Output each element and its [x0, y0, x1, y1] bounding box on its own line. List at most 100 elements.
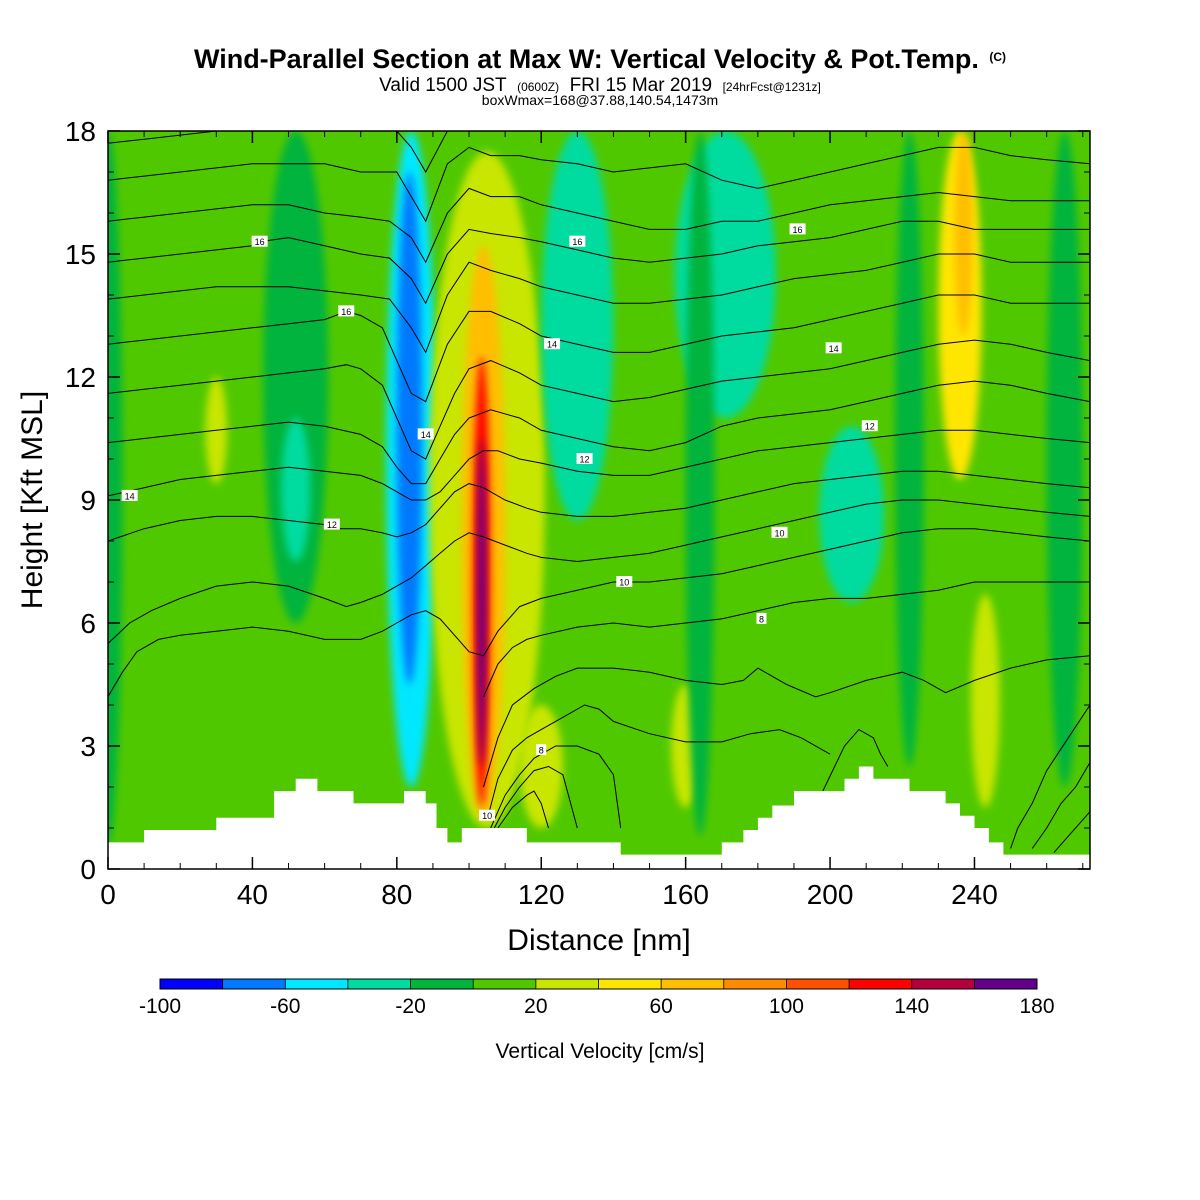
y-tick-label: 18 — [65, 116, 96, 147]
colorbar-swatch — [160, 979, 224, 989]
theta-contour-17 — [497, 790, 549, 829]
contour-label-text: 12 — [580, 455, 590, 465]
x-tick-label: 160 — [662, 879, 709, 910]
theta-contour-14 — [486, 704, 831, 820]
colorbar-label: Vertical Velocity [cm/s] — [496, 1040, 705, 1063]
contour-label-bg — [789, 223, 806, 235]
contour-label-text: 8 — [539, 746, 544, 756]
w-feature-12 — [970, 594, 1000, 808]
colorbar-tick-label: 140 — [894, 995, 929, 1018]
x-axis: 0 40 80 120 160 200 240 — [100, 131, 1084, 910]
colorbar-tick-label: 180 — [1019, 995, 1054, 1018]
contour-label-bg — [323, 518, 340, 530]
contour-label-6: 14 — [417, 428, 434, 440]
contour-label-13: 8 — [756, 612, 767, 624]
y-tick-label: 0 — [80, 854, 96, 885]
w-feature-15 — [108, 131, 123, 845]
w-feature-11 — [954, 131, 973, 336]
contour-label-text: 14 — [421, 430, 431, 440]
colorbar-swatch — [723, 979, 787, 989]
contour-label-bg — [771, 526, 788, 538]
y-axis-label: Height [Kft MSL] — [16, 391, 49, 609]
contour-label-5: 14 — [825, 342, 842, 354]
theta-contour-4 — [108, 253, 1090, 354]
theta-contour-21 — [1053, 811, 1090, 853]
theta-contour-6 — [108, 339, 1090, 460]
contour-label-bg — [544, 338, 561, 350]
colorbar-tick-label: 20 — [524, 995, 547, 1018]
subtitle-date: FRI 15 Mar 2019 — [570, 75, 713, 96]
theta-contour-18 — [822, 728, 889, 792]
contour-label-14: 8 — [536, 744, 547, 756]
theta-contour-11 — [108, 528, 1090, 698]
colorbar-tick-label: -60 — [270, 995, 300, 1018]
contour-label-text: 16 — [572, 237, 582, 247]
contour-label-7: 12 — [576, 453, 593, 465]
contour-label-10: 12 — [323, 518, 340, 530]
y-tick-label: 3 — [80, 731, 96, 762]
y-tick-label: 15 — [65, 239, 96, 270]
subtitle-valid-time: Valid 1500 JST — [379, 75, 507, 96]
x-tick-label: 40 — [237, 879, 268, 910]
plot-area: 16 16 16 16 14 14 14 12 12 14 12 10 10 8 8 10 — [108, 131, 1090, 869]
theta-contour-12 — [483, 581, 1090, 698]
colorbar-swatch — [473, 979, 537, 989]
contour-label-bg — [825, 342, 842, 354]
theta-contour-7 — [108, 380, 1090, 485]
contour-label-1: 16 — [569, 235, 586, 247]
contour-label-text: 10 — [775, 528, 785, 538]
subtitle-line: Valid 1500 JST (0600Z) FRI 15 Mar 2019 [… — [379, 75, 821, 96]
colorbar-swatch — [285, 979, 349, 989]
w-feature-5 — [477, 438, 486, 767]
copyright-mark: (C) — [989, 50, 1006, 64]
theta-contour-2 — [108, 187, 1090, 264]
theta-contour-9 — [108, 470, 1090, 542]
contour-label-bg — [121, 489, 138, 501]
chart-title: Wind-Parallel Section at Max W: Vertical… — [194, 44, 979, 74]
contour-label-text: 10 — [619, 578, 629, 588]
contour-label-text: 14 — [547, 340, 557, 350]
theta-contour-8 — [108, 429, 1090, 501]
contour-label-3: 16 — [338, 305, 355, 317]
x-tick-label: 200 — [807, 879, 854, 910]
w-feature-1 — [396, 172, 423, 685]
colorbar-swatch — [849, 979, 913, 989]
colorbar-swatch — [786, 979, 850, 989]
contour-label-bg — [536, 744, 547, 756]
contour-label-bg — [569, 235, 586, 247]
contour-label-bg — [338, 305, 355, 317]
contour-label-8: 12 — [861, 420, 878, 432]
contour-label-text: 12 — [327, 520, 337, 530]
theta-contour-5 — [108, 294, 1090, 403]
colorbar-swatch — [410, 979, 474, 989]
contour-label-bg — [576, 453, 593, 464]
contour-label-11: 10 — [771, 526, 788, 538]
w-feature-19 — [895, 131, 924, 767]
colorbar-swatch — [974, 979, 1038, 989]
x-axis-label: Distance [nm] — [507, 924, 690, 957]
subtitle-forecast: [24hrFcst@1231z] — [723, 80, 821, 94]
y-axis: 0 3 6 9 12 15 18 — [65, 116, 1090, 885]
w-feature-9 — [819, 426, 885, 603]
contour-label-bg — [756, 612, 767, 624]
theta-contour-16 — [493, 765, 578, 829]
x-tick-label: 0 — [100, 879, 116, 910]
contour-label-bg — [251, 235, 268, 247]
contour-label-text: 14 — [125, 491, 135, 501]
contour-label-12: 10 — [616, 576, 633, 588]
contour-label-text: 8 — [759, 614, 764, 624]
contour-label-bg — [616, 576, 633, 587]
contour-label-text: 10 — [482, 811, 492, 821]
theta-contour-10 — [108, 499, 1090, 644]
theta-contour-1 — [108, 146, 1090, 223]
y-tick-label: 9 — [80, 485, 96, 516]
subtitle-utc-time: (0600Z) — [517, 80, 559, 94]
contour-label-text: 12 — [865, 422, 875, 432]
x-tick-label: 120 — [518, 879, 565, 910]
theta-contour-20 — [1031, 762, 1090, 849]
x-tick-label: 240 — [951, 879, 998, 910]
contour-label-9: 14 — [121, 489, 138, 501]
box-wmax-info: boxWmax=168@37.88,140.54,1473m — [482, 92, 718, 108]
colorbar-swatch — [911, 979, 975, 989]
